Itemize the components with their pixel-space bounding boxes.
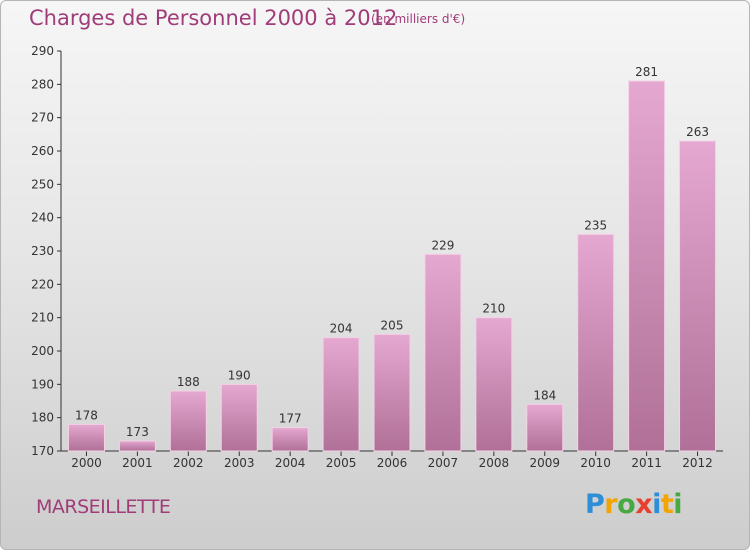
bar-2008: [475, 317, 513, 452]
logo-letter: i: [673, 489, 683, 520]
y-tick-label: 250: [31, 177, 54, 191]
y-tick-label: 290: [31, 44, 54, 58]
y-tick-label: 170: [31, 444, 54, 458]
x-tick-label: 2010: [580, 456, 611, 470]
logo-letter: o: [617, 489, 636, 520]
chart-title: Charges de Personnel 2000 à 2012: [29, 6, 398, 30]
x-tick-label: 2002: [173, 456, 204, 470]
bar-value-label: 281: [635, 65, 658, 79]
bars-group: [67, 80, 717, 452]
logo-letter: t: [660, 489, 674, 520]
y-tick-label: 280: [31, 77, 54, 91]
data-labels-group: 178 173 188 190 177 204 205 229 210 184 235 281 263: [75, 65, 709, 439]
bar-value-label: 173: [126, 425, 149, 439]
bar-2007: [424, 253, 462, 452]
x-tick-label: 2008: [479, 456, 510, 470]
x-tick-label: 2009: [529, 456, 560, 470]
bar-value-label: 229: [431, 238, 454, 252]
y-tick-label: 260: [31, 144, 54, 158]
bar-2012: [679, 140, 717, 452]
bar-value-label: 210: [482, 302, 505, 316]
x-tick-label: 2011: [631, 456, 662, 470]
y-tick-label: 240: [31, 211, 54, 225]
bar-2000: [67, 423, 105, 452]
bar-value-label: 178: [75, 408, 98, 422]
bar-2009: [526, 403, 564, 452]
bar-value-label: 184: [533, 388, 556, 402]
bar-value-label: 177: [279, 412, 302, 426]
bar-2011: [628, 80, 666, 452]
bar-value-label: 205: [381, 318, 404, 332]
proxiti-logo[interactable]: Proxiti: [585, 489, 683, 520]
x-tick-label: 2007: [428, 456, 459, 470]
y-tick-label: 190: [31, 377, 54, 391]
y-tick-label: 180: [31, 411, 54, 425]
logo-letter: x: [635, 489, 653, 520]
logo-letter: r: [604, 489, 618, 520]
bar-value-label: 204: [330, 322, 353, 336]
y-tick-label: 270: [31, 111, 54, 125]
bar-value-label: 190: [228, 368, 251, 382]
x-tick-label: 2006: [377, 456, 408, 470]
x-tick-label: 2003: [224, 456, 255, 470]
x-tick-label: 2012: [682, 456, 713, 470]
logo-letter: i: [652, 489, 661, 520]
bar-2002: [169, 390, 207, 452]
bar-2006: [373, 333, 411, 452]
logo-letter: P: [585, 489, 605, 520]
y-tick-label: 210: [31, 311, 54, 325]
bar-2003: [220, 383, 258, 452]
x-tick-label: 2005: [326, 456, 357, 470]
bar-2004: [271, 427, 309, 452]
x-tick-label: 2001: [122, 456, 153, 470]
y-tick-label: 220: [31, 277, 54, 291]
chart-subtitle: (en milliers d'€): [371, 12, 466, 26]
y-tick-label: 230: [31, 244, 54, 258]
bar-value-label: 235: [584, 218, 607, 232]
bar-2005: [322, 337, 360, 452]
y-tick-label: 200: [31, 344, 54, 358]
x-tick-label: 2000: [71, 456, 102, 470]
x-tick-label: 2004: [275, 456, 306, 470]
bar-value-label: 188: [177, 375, 200, 389]
bar-2010: [577, 233, 615, 452]
bar-2001: [118, 440, 156, 452]
axes: 170 180 190 200 210 220 230 240 250 260 270 280 290 2…: [31, 44, 723, 470]
bar-value-label: 263: [686, 125, 709, 139]
city-name: MARSEILLETTE: [36, 496, 171, 518]
